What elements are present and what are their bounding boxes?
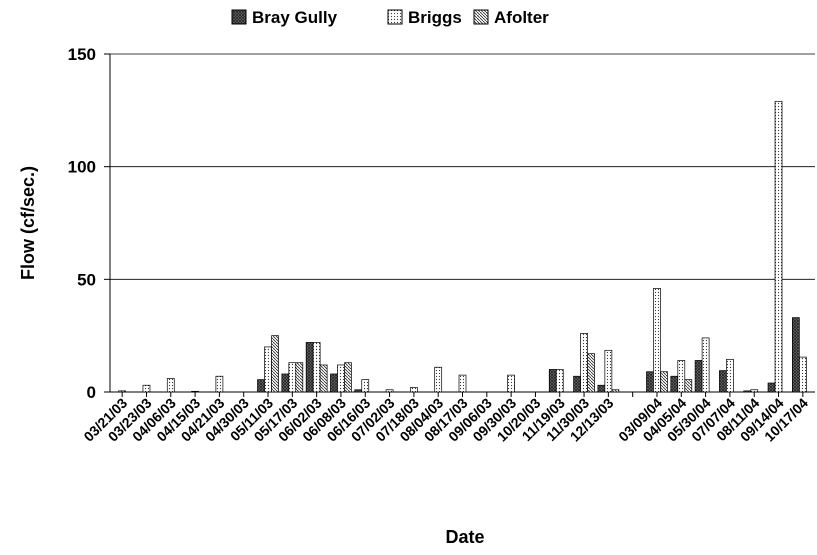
legend-swatch [231,9,247,25]
bar [774,100,783,393]
bar [677,360,686,393]
bar [434,366,443,393]
bar [743,390,752,393]
bar [330,373,338,393]
legend-swatch [387,9,403,25]
bar [694,360,703,393]
bar [319,364,328,393]
bar [555,369,564,393]
bar [191,390,199,393]
y-axis-label: Flow (cf/sec.) [18,166,38,280]
y-tick-label: 100 [68,158,96,177]
bar [344,362,352,393]
bar [295,362,304,393]
bar [271,335,279,393]
bar [573,375,581,393]
bar [361,379,370,393]
bar [653,287,661,393]
bar [798,356,807,393]
bar [660,371,668,393]
y-tick-label: 150 [68,45,96,64]
bar [604,349,613,393]
bar [385,389,394,393]
bar [142,384,151,393]
bar [507,374,515,393]
x-axis-label: Date [445,527,484,547]
bar [719,370,727,393]
bar [305,342,314,393]
legend-swatch [473,9,489,25]
bar [646,371,654,393]
bar [354,389,363,393]
legend-label: Briggs [408,8,462,27]
bar [410,387,418,393]
bar [337,364,345,393]
bar [548,369,557,393]
bar [611,389,620,393]
bar [312,342,321,393]
bar [750,389,759,393]
bar [791,317,800,393]
bar [597,384,606,393]
bar [580,333,588,393]
bar [118,390,127,393]
legend-label: Bray Gully [252,8,338,27]
bar [684,379,693,393]
y-tick-label: 0 [87,383,96,402]
bar [281,373,290,393]
bar [726,358,734,393]
bar [670,375,679,393]
bar [215,375,224,393]
y-tick-label: 50 [77,270,96,289]
bar [257,379,265,393]
bar [264,346,272,393]
bar [701,337,710,393]
bar [587,353,595,393]
bar [767,382,776,393]
bar [288,362,297,393]
bar [458,374,467,393]
legend-label: Afolter [494,8,549,27]
bar [166,378,175,393]
